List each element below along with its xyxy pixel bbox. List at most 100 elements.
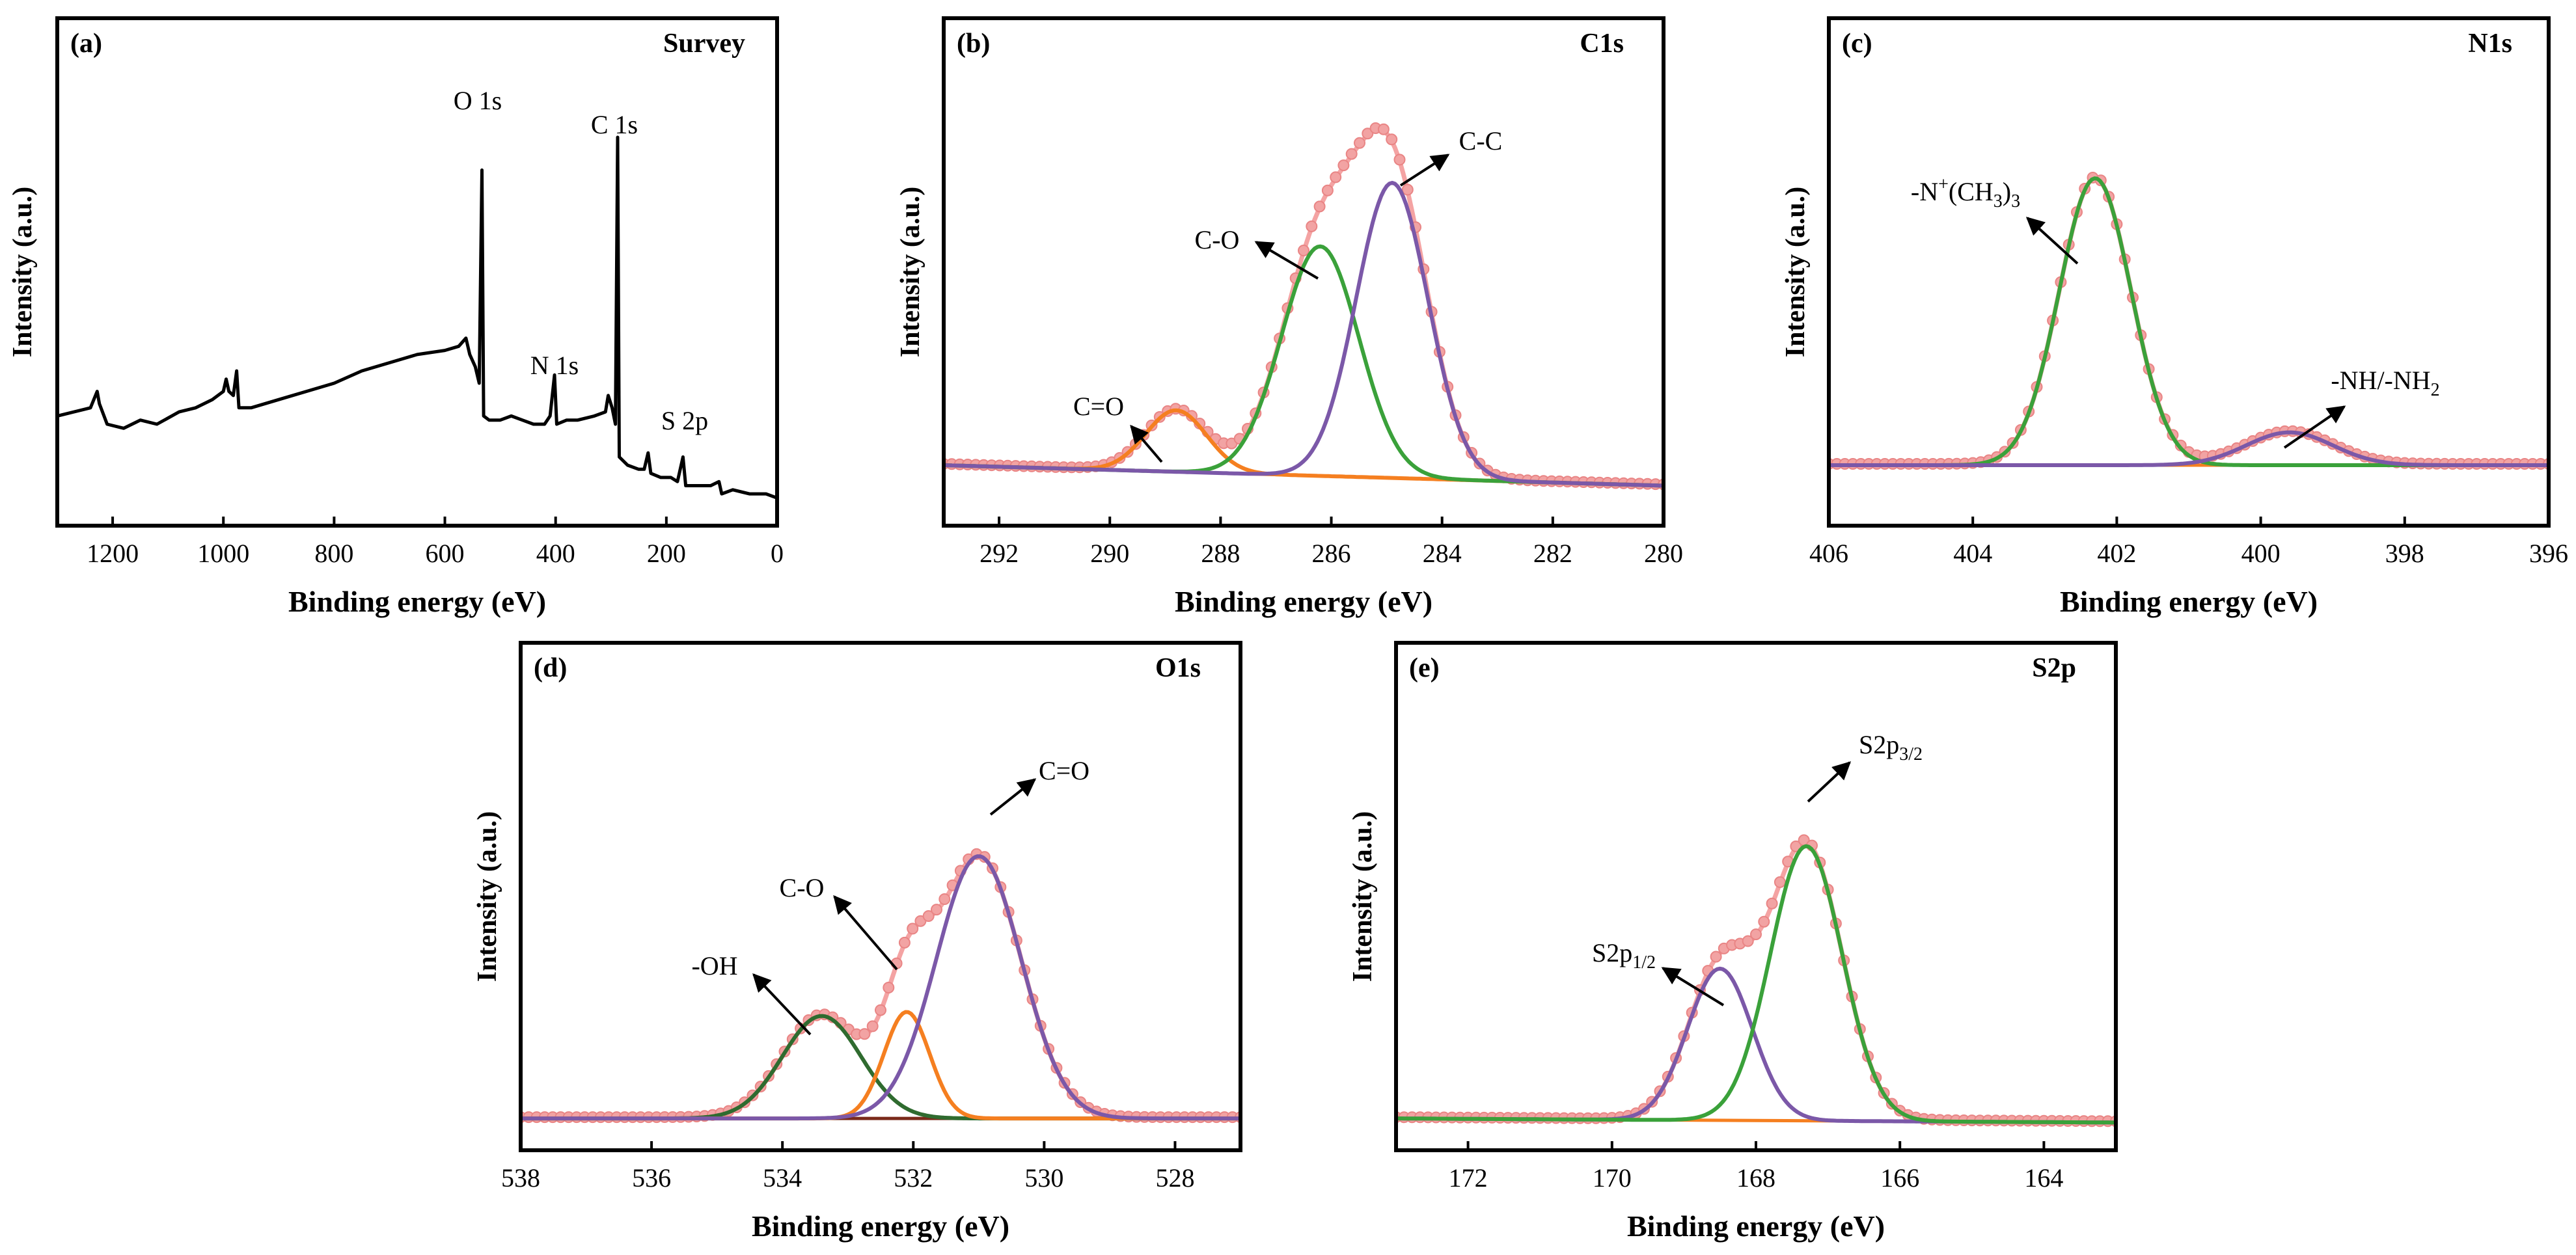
d-experimental-points — [521, 848, 1240, 1124]
o1s-arrow-oh — [752, 973, 812, 1036]
a-x-tick-label: 600 — [426, 539, 465, 568]
e-data-point — [1758, 915, 1770, 928]
e-envelope-fit-line — [1396, 839, 2116, 1125]
o1s-y-axis-label: Intensity (a.u.) — [473, 811, 502, 982]
b-component-curve-0 — [944, 408, 1664, 488]
e-x-tick-label: 164 — [2024, 1163, 2063, 1193]
b-data-point — [1306, 220, 1318, 232]
n1s-arrow-quaternary-ammonium — [2025, 217, 2079, 265]
b-data-point — [1313, 200, 1326, 213]
c1s-arrow-c-c — [1399, 154, 1450, 187]
o1s-arrow-c-o — [833, 895, 898, 971]
c-x-tick-label: 404 — [1953, 539, 1992, 568]
survey-plot-frame — [55, 16, 779, 528]
o1s-panel-title: O1s — [1155, 653, 1201, 683]
e-data-point — [1766, 897, 1778, 910]
a-x-tick-label: 1000 — [197, 539, 249, 568]
n1s-plot — [1829, 172, 2549, 470]
s2p-arrow-2p32 — [1807, 761, 1852, 803]
s2p-x-axis-label: Binding energy (eV) — [1627, 1209, 1885, 1243]
survey-plot — [57, 135, 777, 500]
e-x-tick-label: 168 — [1736, 1163, 1775, 1193]
o1s-panel: (d) O1s Binding energy (eV) Intensity (a… — [473, 641, 1242, 1243]
b-x-tick-label: 290 — [1090, 539, 1129, 568]
d-data-point — [866, 1020, 879, 1032]
b-data-point — [1298, 245, 1309, 256]
c-component-curve-1 — [1829, 430, 2549, 467]
d-data-point — [907, 923, 919, 935]
e-x-tick-label: 170 — [1593, 1163, 1632, 1193]
o1s-plot-frame — [519, 641, 1242, 1152]
b-x-tick-label: 282 — [1533, 539, 1572, 568]
o1s-plot — [521, 848, 1240, 1124]
d-x-tick-label: 538 — [501, 1163, 540, 1193]
d-x-tick-label: 534 — [763, 1163, 802, 1193]
o1s-x-axis-label: Binding energy (eV) — [752, 1209, 1009, 1243]
b-x-tick-label: 292 — [980, 539, 1019, 568]
n1s-arrow-amine — [2283, 405, 2346, 449]
d-x-tick-label: 528 — [1155, 1163, 1194, 1193]
e-component-curve-0 — [1396, 966, 2116, 1125]
s2p-panel-tag: (e) — [1409, 653, 1440, 683]
c-x-tick-label: 402 — [2097, 539, 2136, 568]
c1s-arrow-c-double-o — [1130, 424, 1163, 463]
o1s-arrow-c-double-o — [989, 778, 1037, 816]
o1s-component-label-c-double-o: C=O — [1039, 756, 1089, 785]
e-component-curve-1 — [1396, 844, 2116, 1125]
survey-x-axis-label: Binding energy (eV) — [288, 585, 546, 618]
d-data-point — [858, 1028, 871, 1040]
c-x-tick-label: 400 — [2241, 539, 2281, 568]
survey-panel: (a) Survey Binding energy (eV) Intensity… — [8, 16, 784, 618]
n1s-panel-title: N1s — [2468, 29, 2512, 59]
b-x-tick-label: 284 — [1423, 539, 1462, 568]
b-x-tick-label: 286 — [1312, 539, 1351, 568]
d-data-point — [875, 1004, 886, 1016]
b-data-point — [1393, 154, 1406, 166]
survey-peak-label-s2p: S 2p — [661, 406, 708, 435]
survey-y-axis-label: Intensity (a.u.) — [8, 187, 38, 358]
s2p-component-label-2p12: S2p1/2 — [1592, 938, 1656, 973]
b-data-point — [1330, 171, 1342, 183]
n1s-panel-tag: (c) — [1842, 29, 1872, 59]
n1s-x-axis-label: Binding energy (eV) — [2060, 585, 2318, 618]
d-x-tick-label: 530 — [1024, 1163, 1063, 1193]
e-x-tick-label: 166 — [1880, 1163, 1919, 1193]
survey-panel-title: Survey — [663, 29, 745, 59]
s2p-plot-frame — [1394, 641, 2118, 1152]
b-data-point — [1354, 137, 1365, 149]
e-data-point — [1774, 876, 1786, 888]
c1s-arrow-c-o — [1254, 241, 1319, 280]
b-data-point — [1377, 123, 1390, 135]
c-x-tick-label: 398 — [2385, 539, 2424, 568]
c1s-plot-frame — [942, 16, 1665, 528]
d-data-point — [931, 904, 942, 916]
b-data-point — [1401, 183, 1414, 196]
b-component-curve-1 — [944, 244, 1664, 488]
survey-spectrum-line — [57, 135, 777, 500]
e-data-point — [1742, 935, 1754, 947]
d-data-point — [922, 910, 935, 922]
c1s-component-label-c-double-o: C=O — [1073, 392, 1124, 421]
c1s-y-axis-label: Intensity (a.u.) — [896, 187, 925, 358]
c1s-component-label-c-o: C-O — [1195, 225, 1240, 254]
n1s-plot-frame — [1827, 16, 2551, 528]
a-x-tick-label: 800 — [314, 539, 353, 568]
c-x-tick-label: 396 — [2529, 539, 2568, 568]
a-x-tick-label: 400 — [536, 539, 575, 568]
c-component-curve-0 — [1829, 176, 2549, 467]
e-experimental-points — [1396, 834, 2116, 1127]
d-data-point — [883, 982, 895, 993]
s2p-panel-title: S2p — [2032, 653, 2076, 683]
d-x-tick-label: 536 — [632, 1163, 671, 1193]
n1s-component-label-amine: -NH/-NH2 — [2331, 366, 2439, 400]
c1s-plot — [944, 122, 1664, 491]
b-data-point — [1321, 184, 1334, 196]
d-x-tick-label: 532 — [894, 1163, 933, 1193]
b-data-point — [1386, 133, 1398, 146]
s2p-panel: (e) S2p Binding energy (eV) Intensity (a… — [1348, 641, 2118, 1243]
e-data-point — [1750, 928, 1762, 941]
b-x-tick-label: 288 — [1201, 539, 1240, 568]
n1s-component-label-quaternary-ammonium: -N+(CH3)3 — [1911, 174, 2020, 211]
b-x-tick-label: 280 — [1644, 539, 1683, 568]
